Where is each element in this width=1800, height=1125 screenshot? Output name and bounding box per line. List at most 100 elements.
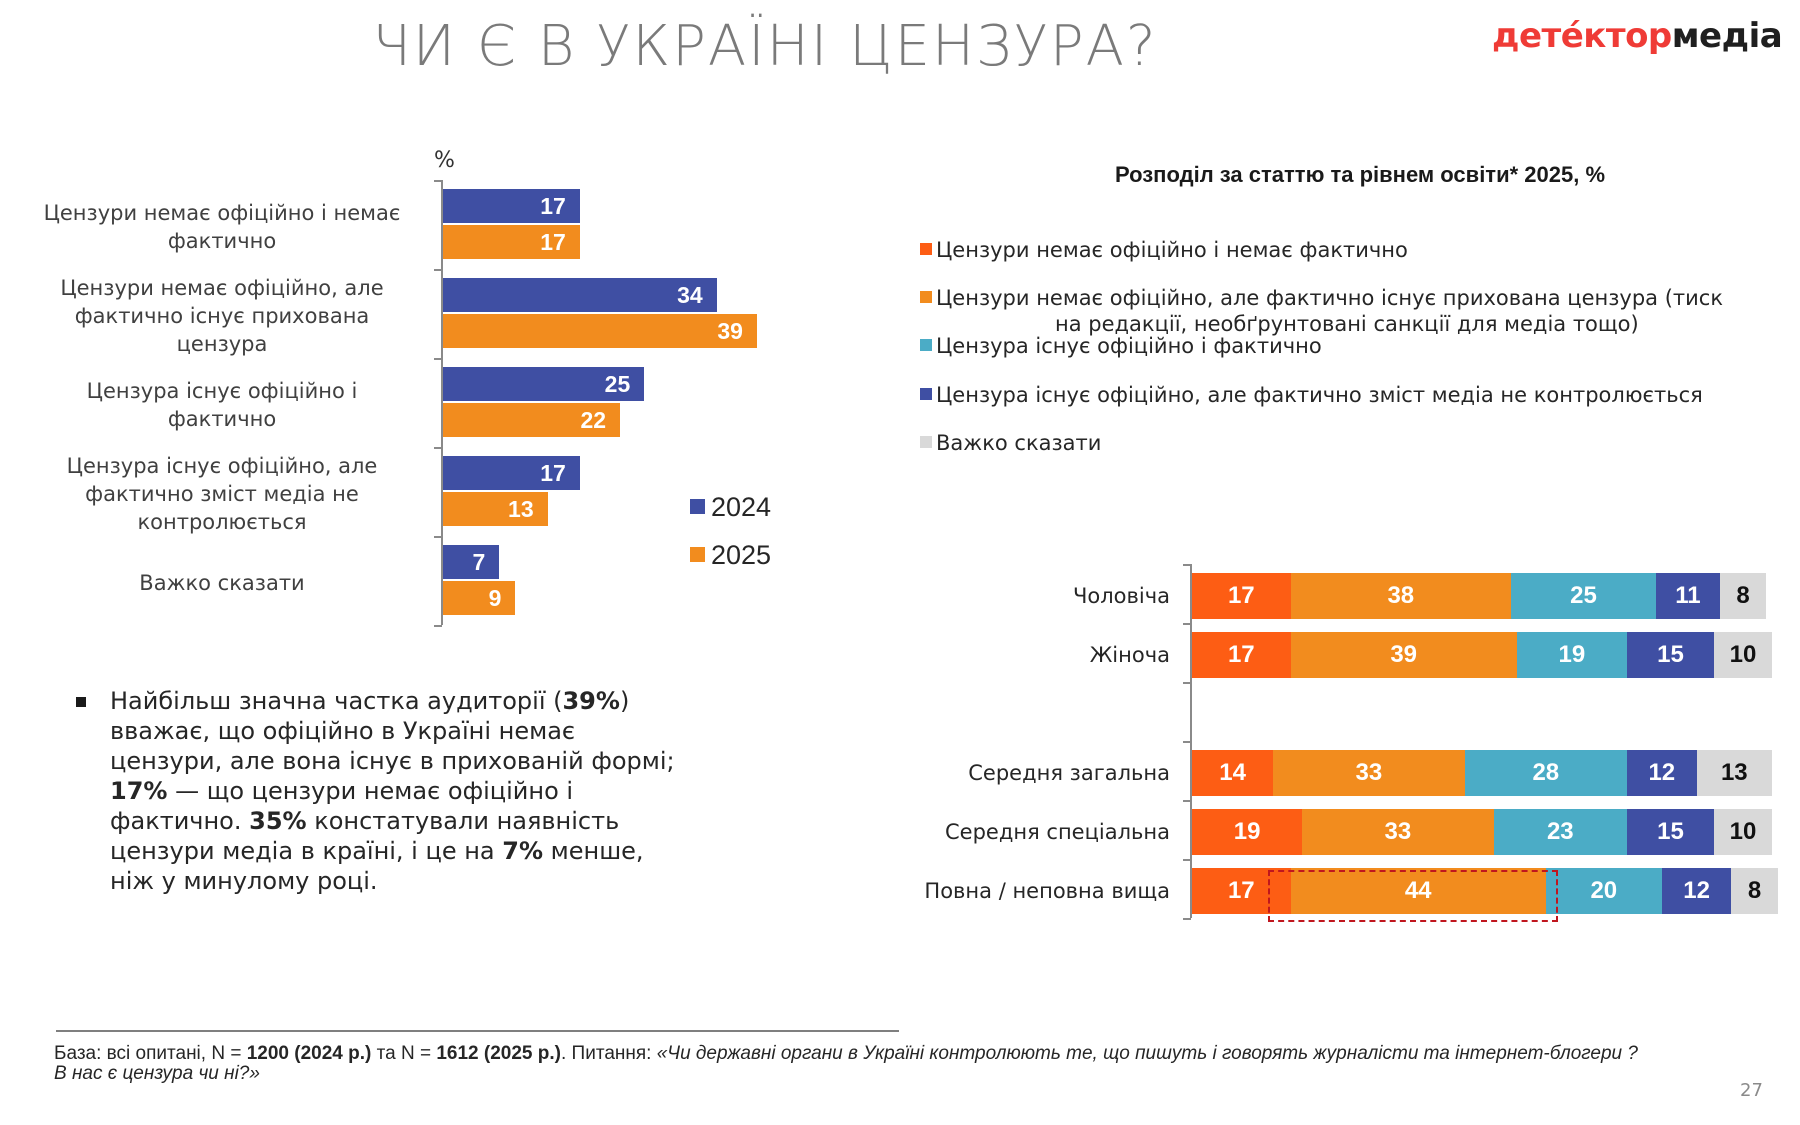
legend-swatch: [920, 339, 932, 351]
footer-divider: [56, 1030, 899, 1032]
segment-value-label: 17: [1227, 582, 1255, 609]
segment-value-label: 10: [1729, 818, 1757, 845]
bar-value-label: 34: [677, 282, 703, 308]
category-label: Жіноча: [1089, 643, 1170, 667]
text-fragment: менше, ніж у минулому році.: [110, 837, 644, 895]
segment: 11: [1656, 573, 1720, 619]
legend-label: Важко сказати: [936, 431, 1102, 455]
segment-value-label: 19: [1233, 818, 1261, 845]
legend-item-2024: 2024: [690, 492, 771, 523]
segment: 8: [1731, 868, 1778, 914]
segment: 20: [1545, 868, 1662, 914]
segment: 28: [1464, 750, 1627, 796]
category-label-line: Цензури немає офіційно і немає: [43, 200, 401, 225]
segment-value-label: 28: [1532, 759, 1560, 786]
legend-item-2025: 2025: [690, 540, 771, 571]
right-chart-title: Розподіл за статтю та рівнем освіти* 202…: [1114, 162, 1606, 187]
highlighted-figure: 17%: [110, 777, 168, 805]
segment: 8: [1719, 573, 1767, 619]
highlighted-figure: 35%: [249, 807, 307, 835]
bar-value-label: 25: [604, 371, 631, 397]
segment-value-label: 11: [1675, 582, 1701, 609]
segment: 33: [1273, 750, 1465, 796]
segment: 12: [1627, 750, 1697, 796]
segment-value-label: 8: [1736, 582, 1750, 609]
category-label-line: фактично зміст медіа не: [85, 481, 359, 506]
bar-2024: 7: [443, 545, 500, 579]
legend-swatch: [920, 388, 932, 400]
summary-text: Найбільш значна частка аудиторії (39%) в…: [110, 686, 676, 896]
category-label-line: цензура: [176, 331, 268, 356]
segment-value-label: 20: [1590, 877, 1618, 904]
left-chart-axis: [441, 180, 443, 625]
segment: 17: [1192, 632, 1291, 678]
segment-value-label: 8: [1747, 877, 1762, 904]
text-fragment: ) вважає, що офіційно в Україні немає це…: [110, 687, 675, 775]
segment: 19: [1192, 809, 1303, 855]
footnote-and: та N =: [371, 1043, 437, 1064]
right-chart-axis: [1190, 564, 1192, 918]
segment-value-label: 44: [1404, 877, 1432, 904]
segment-value-label: 12: [1648, 759, 1676, 786]
segment-value-label: 12: [1683, 877, 1710, 904]
axis-tick: [434, 269, 442, 271]
legend-label-2024: 2024: [711, 492, 772, 522]
segment-value-label: 33: [1355, 759, 1383, 786]
footnote: База: всі опитані, N = 1200 (2024 р.) та…: [54, 1044, 1654, 1084]
bullet-square-icon: [76, 697, 86, 707]
segment-value-label: 17: [1227, 877, 1255, 904]
bar-value-label: 39: [717, 318, 743, 344]
bar-2025: 22: [443, 403, 621, 437]
bar-2024: 25: [443, 367, 645, 401]
segment: 23: [1493, 809, 1627, 855]
segment-value-label: 15: [1657, 641, 1684, 668]
highlight-box: [1268, 870, 1558, 922]
segment: 38: [1290, 573, 1511, 619]
logo-part-media: медіа: [1671, 16, 1783, 56]
bar-2024: 34: [443, 278, 717, 312]
bar-2025: 13: [443, 492, 548, 526]
chart-unit-label: %: [434, 148, 455, 173]
category-label-line: Цензури немає офіційно, але: [60, 275, 384, 300]
axis-tick: [434, 358, 442, 360]
category-label: Середня спеціальна: [945, 820, 1170, 844]
text-fragment: констатували наявність цензури медіа в к…: [110, 807, 620, 865]
segment: 19: [1516, 632, 1627, 678]
category-label: Цензури немає офіційно і немає фактично: [22, 199, 422, 255]
axis-tick: [1183, 800, 1191, 802]
bar-value-label: 22: [580, 407, 607, 433]
segment: 10: [1714, 809, 1772, 855]
bar-2025: 17: [443, 225, 580, 259]
segment-value-label: 39: [1390, 641, 1418, 668]
legend-item: Важко сказати: [920, 430, 1101, 456]
segment: 17: [1192, 868, 1291, 914]
category-label: Середня загальна: [968, 761, 1170, 785]
segment: 17: [1192, 573, 1291, 619]
legend-label: Цензура існує офіційно і фактично: [936, 334, 1322, 358]
legend-label-continued: на редакції, необґрунтовані санкції для …: [1055, 312, 1639, 336]
footnote-base: База: всі опитані, N =: [54, 1043, 247, 1064]
category-label: Цензура існує офіційно, але фактично зміс…: [22, 452, 422, 536]
segment-value-label: 10: [1729, 641, 1757, 668]
segment: 12: [1661, 868, 1732, 914]
legend-label: Цензури немає офіційно, але фактично існ…: [936, 286, 1723, 310]
segment-value-label: 13: [1720, 759, 1748, 786]
axis-tick: [1183, 859, 1191, 861]
summary-bullet: Найбільш значна частка аудиторії (39%) в…: [76, 686, 676, 896]
category-label: Чоловіча: [1072, 584, 1170, 608]
segment: 15: [1627, 632, 1714, 678]
axis-tick: [434, 447, 442, 449]
segment-value-label: 33: [1384, 818, 1412, 845]
category-label: Важко сказати: [22, 569, 422, 597]
footnote-n-2025: 1612 (2025 р.): [436, 1043, 561, 1064]
legend-item: Цензури немає офіційно, але фактично існ…: [920, 285, 1723, 337]
axis-tick: [1183, 918, 1191, 920]
text-fragment: — що цензури немає офіційно і фактично.: [110, 777, 574, 835]
bar-value-label: 17: [540, 193, 566, 219]
segment: 10: [1714, 632, 1772, 678]
page-number: 27: [1740, 1080, 1763, 1101]
bar-value-label: 13: [508, 496, 534, 522]
axis-tick: [434, 180, 442, 182]
category-label-line: фактично: [167, 228, 277, 253]
legend-item: Цензури немає офіційно і немає фактично: [920, 237, 1408, 263]
